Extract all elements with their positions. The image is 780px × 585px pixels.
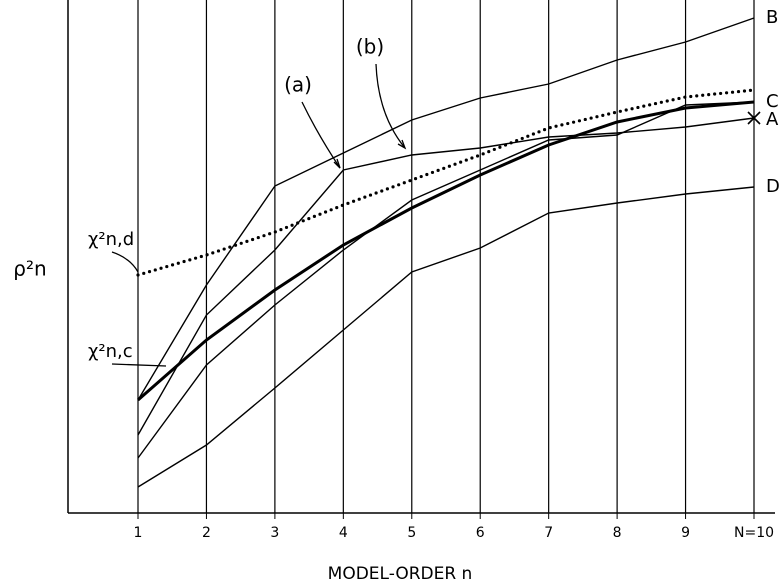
series-line: [137, 117, 755, 436]
annotation-arrow: [375, 63, 406, 149]
annotation: (a): [284, 73, 312, 97]
series-label: A: [766, 109, 779, 130]
x-axis-label: MODEL-ORDER n: [328, 564, 473, 584]
x-tick-label: 3: [270, 525, 279, 541]
x-tick-label: 6: [476, 525, 485, 541]
x-tick-label: 1: [134, 525, 143, 541]
x-tick-label: 5: [407, 525, 416, 541]
series-label: χ²n,d: [88, 229, 134, 250]
x-tick-label: 9: [681, 525, 690, 541]
series-label: B: [766, 7, 778, 28]
x-tick-label: N=10: [734, 525, 774, 541]
arrow-head: [333, 158, 341, 169]
series-label: χ²n,c: [88, 341, 133, 362]
series-label: D: [766, 176, 780, 197]
annotation: (b): [356, 35, 384, 59]
arrow-head: [397, 139, 407, 150]
end-marker: [747, 111, 761, 125]
series-line: [136, 88, 756, 277]
x-tick-label: 2: [202, 525, 211, 541]
annotation-arrow: [111, 251, 139, 273]
series-line: [137, 101, 755, 459]
x-tick-label: 8: [613, 525, 622, 541]
series-label: C: [766, 91, 779, 112]
series-line: [137, 100, 755, 402]
x-tick-label: 4: [339, 525, 348, 541]
series-line: [137, 17, 755, 401]
annotation-arrow: [111, 363, 167, 367]
y-axis-label: ρ²n: [13, 257, 46, 281]
annotation-arrow: [301, 101, 341, 169]
series-line: [137, 186, 755, 488]
x-tick-label: 7: [544, 525, 553, 541]
